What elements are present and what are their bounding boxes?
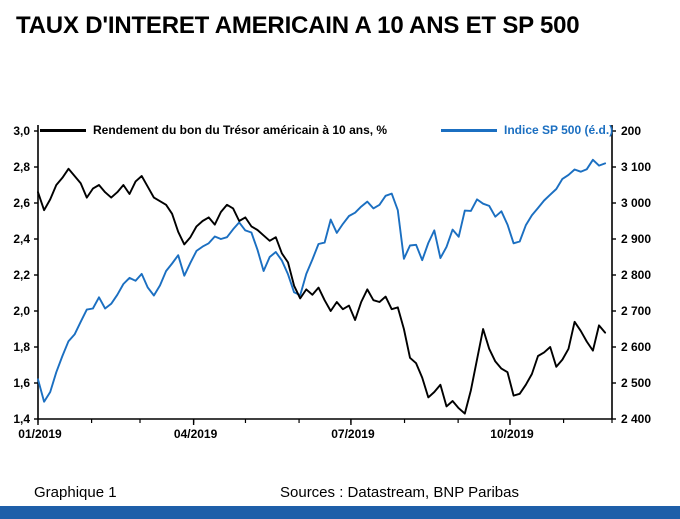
sources-caption: Sources : Datastream, BNP Paribas bbox=[280, 484, 519, 501]
sp500-line-swatch bbox=[441, 128, 497, 132]
x-axis-label: 01/2019 bbox=[18, 427, 62, 441]
y-axis-left-label: 3,0 bbox=[13, 124, 30, 138]
x-axis-label: 10/2019 bbox=[490, 427, 534, 441]
figure-caption: Graphique 1 bbox=[34, 484, 117, 501]
y-axis-right-label: 2 900 bbox=[621, 232, 651, 246]
y-axis-right-label: 2 400 bbox=[621, 412, 651, 426]
y-axis-left-label: 2,8 bbox=[13, 160, 30, 174]
legend-item-yield: Rendement du bon du Trésor américain à 1… bbox=[40, 121, 387, 139]
y-axis-right-label: 3 000 bbox=[621, 196, 651, 210]
x-axis-label: 07/2019 bbox=[331, 427, 375, 441]
y-axis-left-label: 1,4 bbox=[13, 412, 30, 426]
legend-item-sp500: Indice SP 500 (é.d.) bbox=[441, 121, 613, 139]
y-axis-right-label: 2 700 bbox=[621, 304, 651, 318]
legend-label-sp500: Indice SP 500 (é.d.) bbox=[504, 123, 614, 137]
yield-line-swatch bbox=[40, 128, 86, 132]
page-title: TAUX D'INTERET AMERICAIN A 10 ANS ET SP … bbox=[16, 12, 580, 39]
footer-bar bbox=[0, 506, 680, 519]
y-axis-left-label: 2,2 bbox=[13, 268, 30, 282]
chart-legend: Rendement du bon du Trésor américain à 1… bbox=[0, 121, 680, 139]
y-axis-left-label: 2,4 bbox=[13, 232, 30, 246]
y-axis-left-label: 1,8 bbox=[13, 340, 30, 354]
y-axis-left-label: 2,0 bbox=[13, 304, 30, 318]
legend-label-yield: Rendement du bon du Trésor américain à 1… bbox=[93, 123, 388, 137]
x-axis-label: 04/2019 bbox=[174, 427, 218, 441]
y-axis-left-label: 1,6 bbox=[13, 376, 30, 390]
y-axis-left-label: 2,6 bbox=[13, 196, 30, 210]
yield-series-line bbox=[37, 167, 607, 415]
y-axis-right-label: 3 100 bbox=[621, 160, 651, 174]
sp500-series-line bbox=[37, 158, 607, 403]
y-axis-right-label: 2 500 bbox=[621, 376, 651, 390]
y-axis-right-label: 2 600 bbox=[621, 340, 651, 354]
y-axis-right-label: 2 800 bbox=[621, 268, 651, 282]
y-axis-right-label: 200 bbox=[621, 124, 641, 138]
